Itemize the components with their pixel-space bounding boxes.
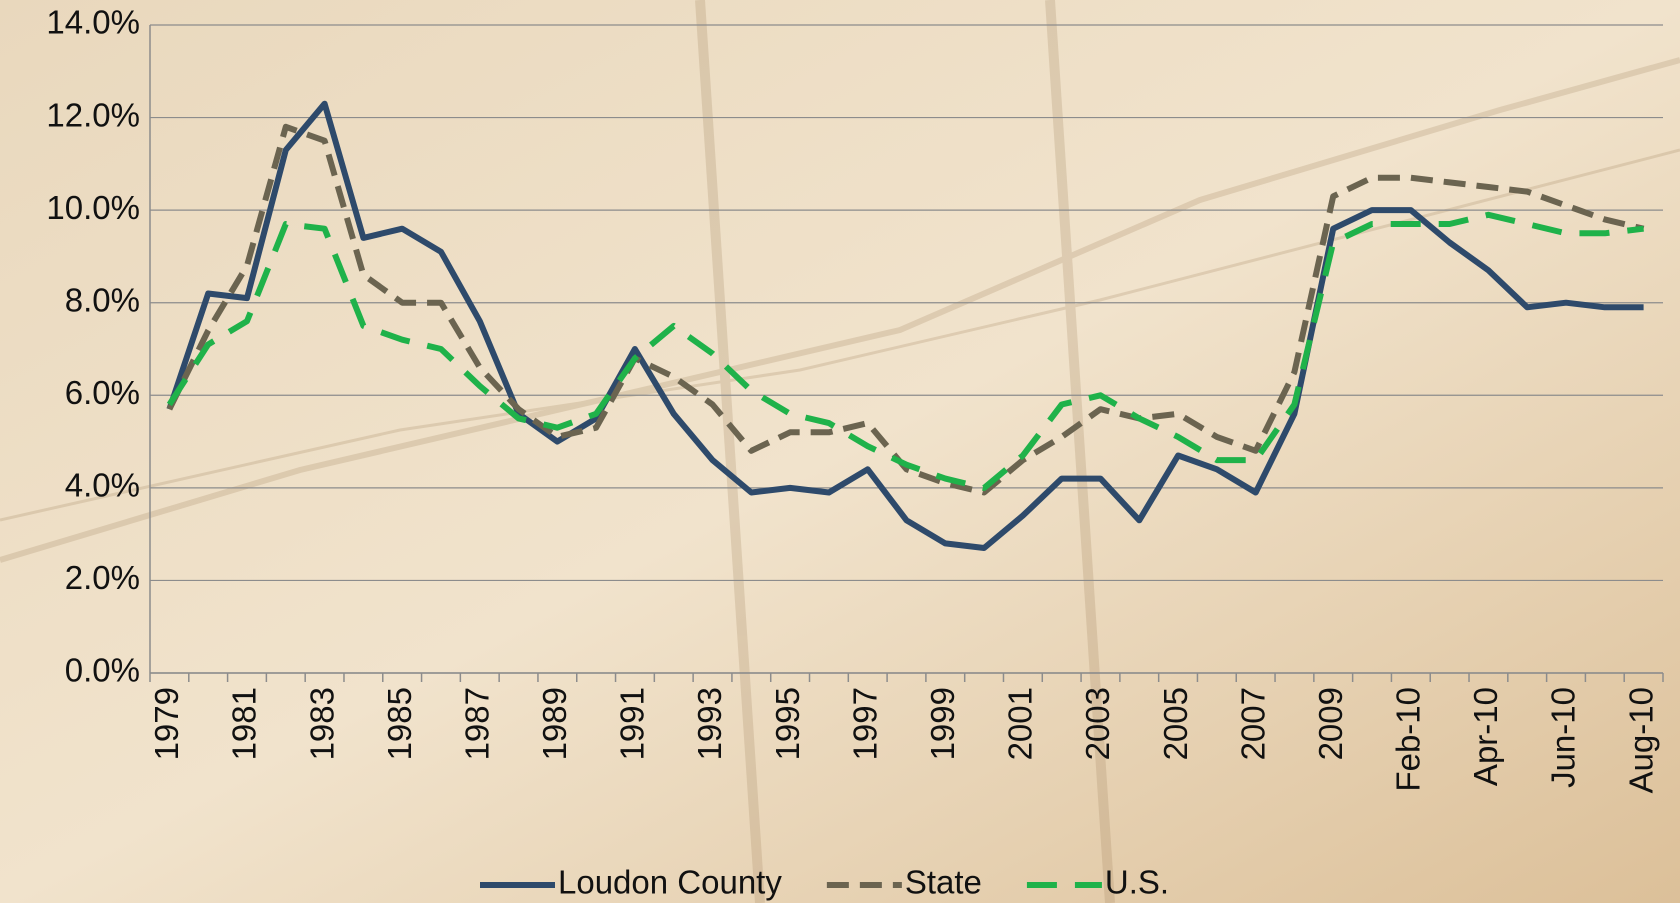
y-tick-label: 12.0% [46, 96, 140, 133]
x-tick-label: 2001 [1002, 687, 1039, 760]
x-tick-label: 1997 [846, 687, 883, 760]
x-tick-label: 2003 [1079, 687, 1116, 760]
y-tick-label: 10.0% [46, 189, 140, 226]
y-tick-label: 6.0% [65, 374, 140, 411]
y-tick-label: 4.0% [65, 467, 140, 504]
x-tick-label: 1987 [458, 687, 495, 760]
x-tick-label: 1979 [148, 687, 185, 760]
series-line [166, 100, 1644, 551]
x-tick-label: 1993 [691, 687, 728, 760]
y-tick-label: 0.0% [65, 652, 140, 689]
x-tick-label: 1995 [769, 687, 806, 760]
y-tick-label: 14.0% [46, 4, 140, 41]
x-tick-label: 1983 [303, 687, 340, 760]
x-tick-label: 1985 [381, 687, 418, 760]
x-tick-label: 2007 [1234, 687, 1271, 760]
x-tick-label: 2009 [1312, 687, 1349, 760]
y-tick-label: 8.0% [65, 281, 140, 318]
legend-label: Loudon County [558, 864, 782, 901]
x-tick-label: 1989 [536, 687, 573, 760]
series-line [166, 123, 1645, 496]
legend-label: State [905, 864, 982, 901]
x-tick-label: Feb-10 [1390, 687, 1427, 792]
y-tick-label: 2.0% [65, 559, 140, 596]
x-tick-label: 1981 [226, 687, 263, 760]
x-tick-label: 2005 [1157, 687, 1194, 760]
series-line [166, 211, 1644, 491]
x-tick-label: Jun-10 [1545, 687, 1582, 788]
x-tick-label: Apr-10 [1467, 687, 1504, 786]
x-tick-label: 1991 [614, 687, 651, 760]
x-tick-label: 1999 [924, 687, 961, 760]
x-tick-label: Aug-10 [1622, 687, 1659, 793]
legend-label: U.S. [1105, 864, 1169, 901]
